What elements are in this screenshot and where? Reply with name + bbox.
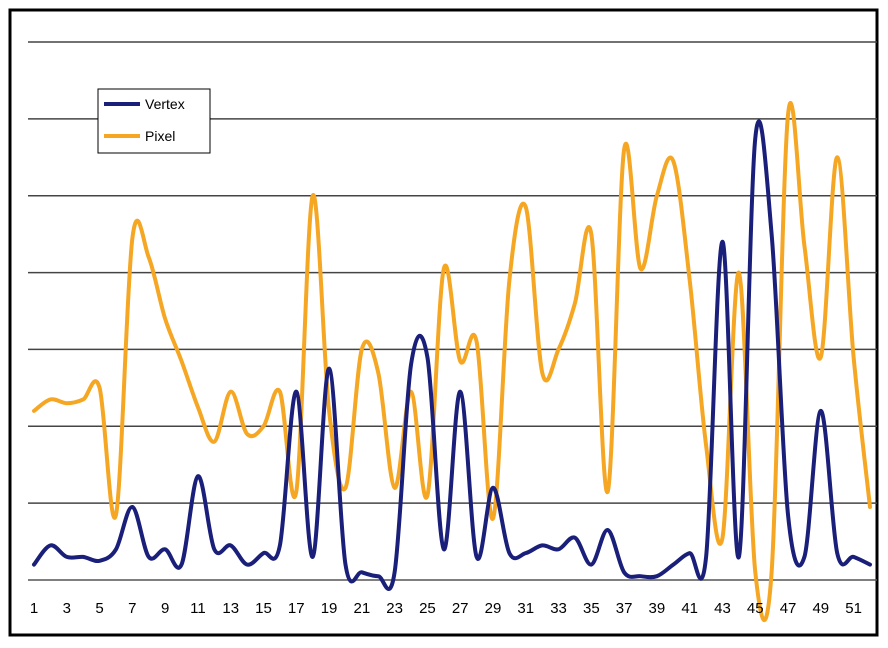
x-tick-label: 17: [288, 600, 305, 617]
x-tick-label: 15: [255, 600, 272, 617]
legend-box: [97, 88, 211, 154]
x-tick-label: 23: [386, 600, 403, 617]
x-tick-label: 45: [747, 600, 764, 617]
x-tick-label: 19: [321, 600, 338, 617]
x-tick-label: 27: [452, 600, 469, 617]
x-tick-label: 21: [353, 600, 370, 617]
x-tick-label: 1: [30, 600, 38, 617]
x-tick-label: 29: [485, 600, 502, 617]
x-tick-label: 25: [419, 600, 436, 617]
x-tick-label: 33: [550, 600, 567, 617]
x-tick-label: 31: [517, 600, 534, 617]
x-tick-label: 49: [812, 600, 829, 617]
series-line-pixel: [32, 101, 872, 623]
x-tick-label: 3: [63, 600, 71, 617]
x-tick-label: 35: [583, 600, 600, 617]
x-tick-label: 39: [649, 600, 666, 617]
x-tick-label: 9: [161, 600, 169, 617]
x-tick-label: 5: [95, 600, 103, 617]
x-tick-label: 11: [190, 600, 206, 617]
x-tick-label: 43: [714, 600, 731, 617]
legend-pixel-label: Pixel: [145, 128, 175, 144]
x-tick-labels: 1 3 5 7 9 11 13 15 17 19 21 23 25 27 29 31 33 35 37 39 41 43 4…: [30, 600, 862, 617]
x-tick-label: 37: [616, 600, 633, 617]
legend: Vertex Pixel: [97, 88, 211, 154]
x-tick-label: 47: [780, 600, 797, 617]
x-tick-label: 51: [845, 600, 862, 617]
x-tick-label: 7: [128, 600, 136, 617]
legend-vertex-label: Vertex: [145, 96, 185, 112]
series-layer: [32, 101, 872, 623]
x-tick-label: 41: [681, 600, 698, 617]
x-tick-label: 13: [222, 600, 239, 617]
series-line-vertex: [32, 119, 872, 591]
